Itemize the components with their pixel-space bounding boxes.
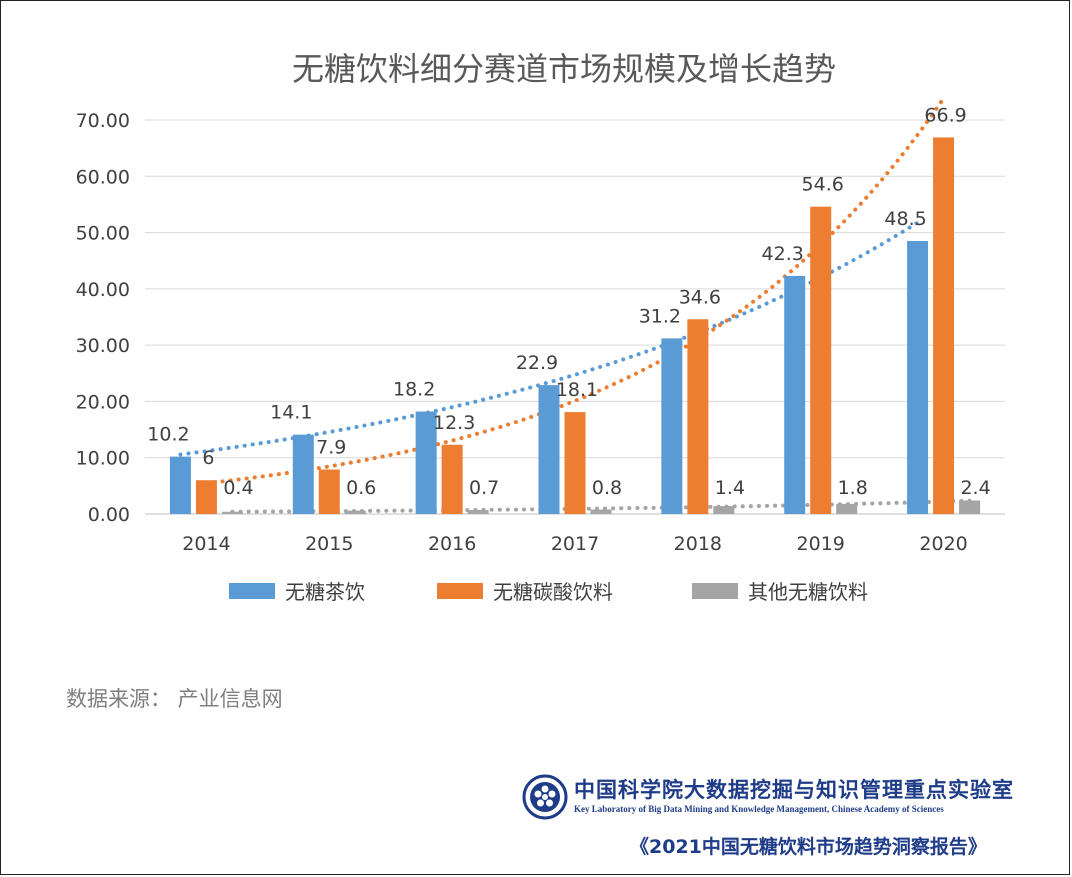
bar-3 bbox=[713, 506, 735, 514]
source-note: 数据来源： 产业信息网 bbox=[66, 687, 283, 711]
bars bbox=[169, 137, 981, 514]
axes: 0.00 10.00 20.00 30.00 40.00 50.00 60.00 70.00 2… bbox=[76, 110, 968, 555]
bar-3 bbox=[467, 510, 489, 514]
data-label: 0.7 bbox=[469, 477, 499, 499]
x-tick-label: 2017 bbox=[551, 533, 599, 555]
y-tick-label: 30.00 bbox=[76, 335, 130, 357]
y-tick-label: 20.00 bbox=[76, 391, 130, 413]
y-tick-label: 10.00 bbox=[76, 448, 130, 470]
legend: 无糖茶饮 无糖碳酸饮料 其他无糖饮料 bbox=[229, 580, 868, 604]
data-label: 1.8 bbox=[838, 477, 868, 499]
x-tick-label: 2016 bbox=[428, 533, 476, 555]
bar-1 bbox=[784, 275, 806, 514]
data-label: 14.1 bbox=[270, 402, 312, 424]
bar-1 bbox=[538, 385, 560, 514]
y-tick-label: 70.00 bbox=[76, 110, 130, 132]
data-label: 0.6 bbox=[346, 477, 376, 499]
bar-3 bbox=[836, 503, 858, 514]
legend-label-1: 无糖茶饮 bbox=[285, 580, 365, 604]
data-label: 12.3 bbox=[433, 412, 475, 434]
bar-2 bbox=[441, 444, 463, 514]
data-label: 54.6 bbox=[802, 174, 844, 196]
data-label: 0.4 bbox=[223, 477, 253, 499]
bar-3 bbox=[221, 511, 243, 514]
data-label: 22.9 bbox=[516, 352, 558, 374]
data-label: 34.6 bbox=[679, 286, 721, 308]
cas-logo-icon bbox=[522, 774, 568, 820]
chart-title: 无糖饮料细分赛道市场规模及增长趋势 bbox=[292, 50, 836, 88]
legend-label-2: 无糖碳酸饮料 bbox=[493, 580, 613, 604]
bar-1 bbox=[292, 434, 314, 514]
data-label: 2.4 bbox=[960, 477, 990, 499]
bar-1 bbox=[661, 338, 683, 514]
legend-swatch-2 bbox=[437, 583, 483, 599]
bar-1 bbox=[169, 456, 191, 514]
legend-label-3: 其他无糖饮料 bbox=[748, 580, 868, 604]
bar-3 bbox=[344, 510, 366, 514]
lab-name-en: Key Laboratory of Big Data Mining and Kn… bbox=[574, 804, 944, 814]
data-label: 18.1 bbox=[556, 379, 598, 401]
legend-swatch-3 bbox=[692, 583, 738, 599]
y-tick-label: 60.00 bbox=[76, 166, 130, 188]
x-tick-label: 2020 bbox=[919, 533, 967, 555]
lab-name-cn: 中国科学院大数据挖掘与知识管理重点实验室 bbox=[574, 777, 1014, 802]
data-label: 6 bbox=[202, 447, 214, 469]
x-tick-label: 2015 bbox=[305, 533, 353, 555]
x-tick-label: 2018 bbox=[674, 533, 722, 555]
bar-2 bbox=[687, 319, 709, 514]
x-tick-label: 2019 bbox=[797, 533, 845, 555]
y-tick-label: 0.00 bbox=[88, 504, 130, 526]
bar-2 bbox=[933, 137, 955, 514]
gridlines bbox=[145, 119, 1005, 515]
data-label: 42.3 bbox=[762, 243, 804, 265]
data-label: 7.9 bbox=[316, 437, 346, 459]
bar-2 bbox=[564, 412, 586, 514]
y-tick-label: 50.00 bbox=[76, 223, 130, 245]
data-label: 66.9 bbox=[924, 104, 966, 126]
data-label: 0.8 bbox=[592, 477, 622, 499]
lab-footer: 中国科学院大数据挖掘与知识管理重点实验室 Key Laboratory of B… bbox=[522, 772, 1022, 822]
data-label: 18.2 bbox=[393, 379, 435, 401]
report-title: 《2021中国无糖饮料市场趋势洞察报告》 bbox=[630, 836, 987, 858]
data-label: 10.2 bbox=[147, 424, 189, 446]
data-labels: 10.2 14.1 18.2 22.9 31.2 42.3 48.5 6 7.9 12.3 18.1… bbox=[147, 104, 990, 499]
chart: 无糖饮料细分赛道市场规模及增长趋势 10.2 14.1 18.2 22.9 31.2 42… bbox=[76, 50, 1005, 604]
bar-2 bbox=[318, 469, 340, 514]
bar-2 bbox=[810, 206, 832, 514]
data-label: 48.5 bbox=[884, 208, 926, 230]
bar-3 bbox=[590, 509, 612, 514]
bar-3 bbox=[959, 500, 981, 514]
bar-1 bbox=[415, 411, 437, 514]
bar-2 bbox=[195, 480, 217, 514]
data-label: 31.2 bbox=[639, 305, 681, 327]
data-label: 1.4 bbox=[715, 477, 745, 499]
bar-1 bbox=[907, 241, 929, 514]
y-tick-label: 40.00 bbox=[76, 279, 130, 301]
x-tick-label: 2014 bbox=[182, 533, 230, 555]
legend-swatch-1 bbox=[229, 583, 275, 599]
